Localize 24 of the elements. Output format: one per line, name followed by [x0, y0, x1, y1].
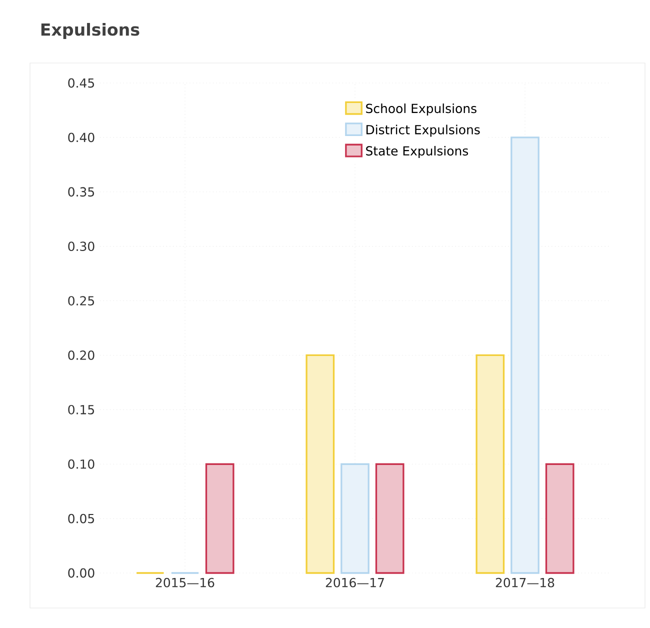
legend-label: State Expulsions [366, 146, 468, 158]
bar [306, 354, 335, 574]
y-tick-label: 0.25 [68, 296, 94, 306]
y-tick-label: 0.10 [68, 459, 94, 469]
y-tick-label: 0.45 [68, 78, 94, 88]
y-tick-label: 0.05 [68, 514, 94, 524]
bar [340, 463, 370, 574]
x-tick-label: 2016—17 [326, 578, 384, 588]
bar [545, 463, 574, 574]
x-tick-label: 2017—18 [496, 578, 554, 588]
legend-label: District Expulsions [366, 124, 480, 137]
bar [510, 136, 540, 574]
y-tick-label: 0.15 [68, 404, 94, 414]
legend-label: School Expulsions [366, 104, 476, 116]
chart-title: Expulsions [41, 22, 140, 40]
y-tick-label: 0.35 [68, 187, 94, 197]
bar [205, 463, 234, 574]
y-tick-label: 0.40 [68, 132, 94, 142]
y-tick-label: 0.00 [68, 568, 94, 578]
x-tick-label: 2015—16 [156, 578, 214, 588]
bar [375, 463, 404, 574]
y-tick-label: 0.30 [68, 242, 94, 252]
bar [476, 354, 505, 574]
y-tick-label: 0.20 [68, 350, 94, 360]
